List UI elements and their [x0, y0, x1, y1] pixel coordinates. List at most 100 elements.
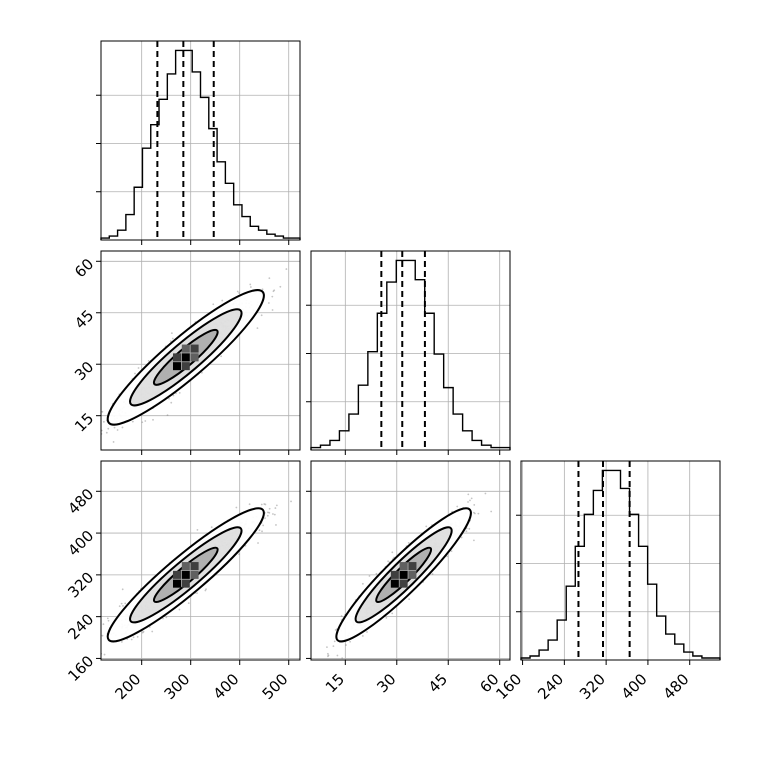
scatter-point: [279, 285, 282, 288]
scatter-point: [290, 500, 292, 503]
scatter-point: [170, 332, 173, 335]
scatter-point: [327, 654, 330, 657]
axes-frame: [100, 250, 301, 451]
y-tick-label: 30: [71, 358, 97, 384]
scatter-point: [326, 652, 329, 655]
y-tick-label: 15: [71, 409, 97, 435]
scatter-point: [204, 589, 207, 592]
scatter-point: [91, 639, 93, 641]
scatter-point: [65, 450, 67, 452]
scatter-point: [89, 637, 91, 639]
scatter-point: [456, 505, 459, 508]
scatter-point: [178, 391, 181, 394]
axes-frame: [100, 40, 301, 241]
scatter-point: [366, 631, 368, 633]
scatter-point: [121, 426, 124, 429]
scatter-point: [263, 503, 266, 505]
scatter-point: [113, 426, 116, 429]
scatter-point: [391, 612, 394, 615]
density-cell: [399, 579, 408, 588]
histogram-panel-p2: 160 240 320 400 480: [492, 460, 721, 703]
scatter-point: [425, 525, 428, 528]
scatter-point: [144, 420, 147, 422]
scatter-point: [249, 286, 252, 288]
density-cell: [172, 570, 181, 579]
scatter-point: [151, 630, 154, 633]
scatter-point: [120, 641, 123, 643]
scatter-point: [467, 501, 469, 503]
x-tick-label: 400: [210, 670, 243, 703]
scatter-point: [101, 410, 104, 413]
histogram-step: [520, 469, 721, 660]
scatter-point: [408, 598, 411, 600]
scatter-point: [131, 420, 134, 423]
density-cell: [181, 353, 190, 362]
scatter-point: [238, 292, 240, 294]
scatter-point: [469, 499, 471, 502]
scatter-point: [467, 493, 470, 496]
scatter-point: [332, 645, 335, 648]
x-tick-label: 500: [259, 670, 292, 703]
scatter-point: [391, 551, 394, 554]
scatter-point: [235, 506, 238, 509]
x-tick-label: 45: [425, 670, 451, 696]
scatter-point: [260, 314, 263, 317]
scatter-point: [221, 299, 224, 302]
scatter-point: [446, 555, 449, 558]
scatter-point: [274, 507, 277, 509]
scatter-point: [248, 503, 251, 506]
scatter-point: [152, 418, 154, 421]
density-cell: [181, 579, 190, 588]
scatter-point: [460, 536, 463, 539]
scatter-point: [132, 636, 135, 639]
density-panel-p0-p1: 15 30 45 60: [65, 250, 301, 455]
density-cell: [190, 570, 199, 579]
x-tick-label: 240: [534, 670, 567, 703]
density-cell: [181, 362, 190, 371]
scatter-point: [264, 503, 267, 506]
scatter-point: [147, 359, 150, 362]
scatter-point: [387, 560, 390, 563]
density-cell: [190, 344, 199, 353]
scatter-point: [102, 623, 105, 626]
scatter-point: [141, 421, 144, 424]
density-cell: [172, 362, 181, 371]
scatter-point: [118, 605, 121, 608]
scatter-point: [273, 289, 276, 292]
scatter-point: [196, 592, 198, 594]
scatter-point: [272, 290, 275, 293]
scatter-point: [349, 640, 352, 643]
scatter-point: [262, 524, 265, 527]
scatter-point: [334, 629, 337, 631]
x-tick-label: 320: [576, 670, 609, 703]
scatter-point: [136, 635, 139, 638]
density-cell: [181, 344, 190, 353]
scatter-point: [134, 372, 136, 375]
density-cell: [408, 570, 417, 579]
scatter-point: [212, 303, 215, 306]
scatter-point: [375, 572, 378, 575]
x-tick-label: 480: [660, 670, 693, 703]
scatter-point: [468, 527, 471, 530]
scatter-point: [196, 528, 199, 531]
density-cell: [181, 562, 190, 571]
scatter-point: [473, 539, 475, 542]
scatter-point: [101, 634, 104, 637]
x-tick-label: 300: [161, 670, 194, 703]
scatter-point: [106, 617, 109, 620]
scatter-point: [258, 529, 261, 532]
density-cell: [181, 570, 190, 579]
scatter-point: [268, 507, 271, 510]
density-cell: [390, 570, 399, 579]
axes-frame: [310, 460, 511, 661]
scatter-point: [168, 397, 170, 400]
density-cell: [172, 353, 181, 362]
scatter-point: [178, 608, 181, 611]
scatter-point: [187, 602, 190, 605]
y-tick-label: 45: [71, 306, 97, 332]
scatter-point: [94, 655, 96, 657]
axes-frame: [100, 460, 301, 661]
density-cell: [408, 562, 417, 571]
scatter-point: [266, 514, 269, 517]
